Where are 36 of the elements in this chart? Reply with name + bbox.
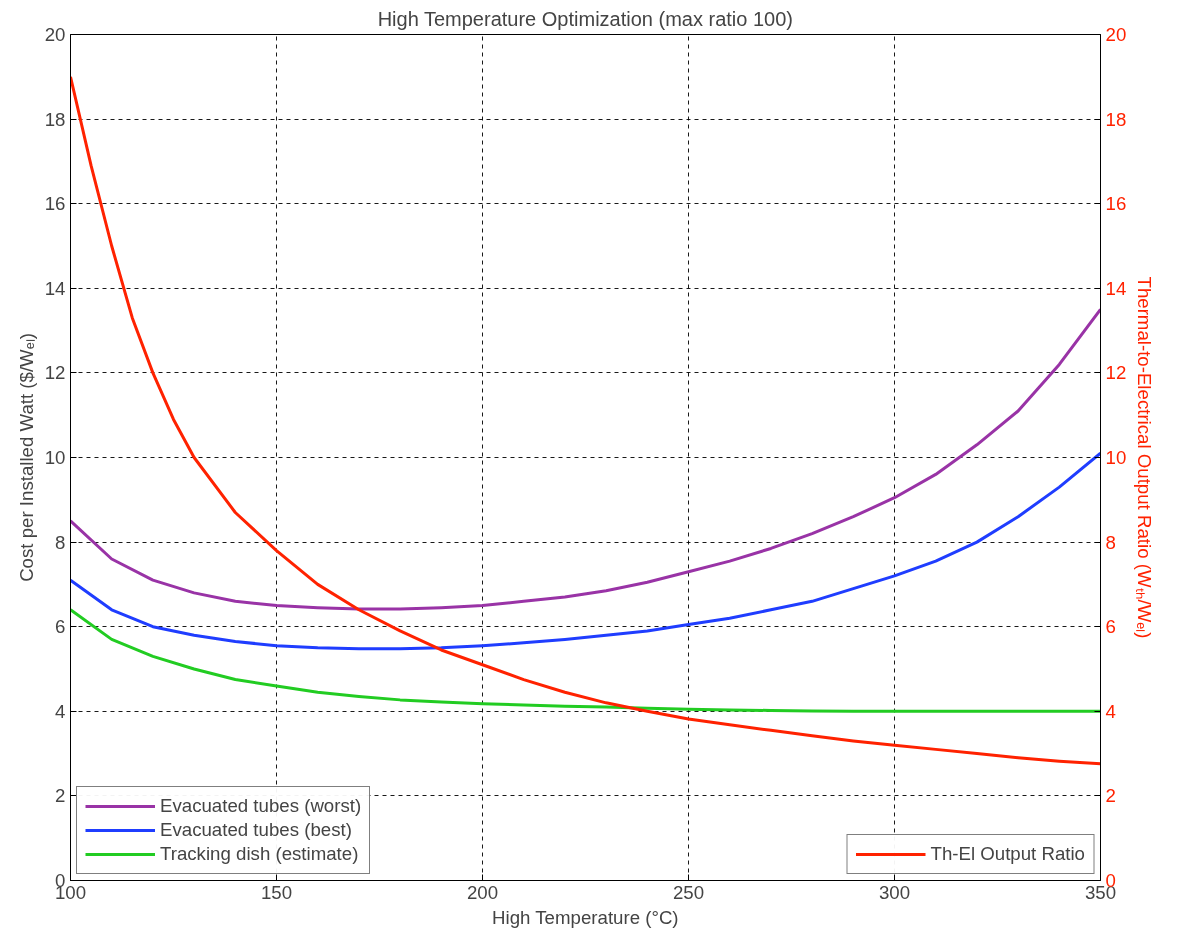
y-tick-label: 14: [44, 277, 66, 299]
line-series: [70, 75, 1101, 766]
y2-tick-label: 16: [1105, 193, 1127, 215]
legend-label: Evacuated tubes (worst): [160, 795, 362, 817]
y2-tick-label: 8: [1105, 531, 1116, 553]
y-tick-label: 12: [44, 362, 66, 384]
y-tick-label: 10: [44, 447, 66, 468]
y-tick-label: 2: [55, 785, 66, 807]
line-series: [70, 608, 1101, 713]
x-axis-title: High Temperature (°C): [492, 906, 679, 928]
line-series: [70, 307, 1101, 611]
x-tick-label: 250: [672, 881, 705, 903]
legend-label: Evacuated tubes (best): [160, 819, 352, 841]
y2-tick-label: 14: [1105, 277, 1127, 299]
line-series: [70, 451, 1101, 651]
legend-label: Tracking dish (estimate): [160, 843, 359, 865]
y-tick-label: 4: [55, 700, 66, 722]
y-tick-label: 6: [55, 616, 66, 638]
y2-tick-label: 6: [1105, 616, 1116, 638]
y2-tick-label: 2: [1105, 785, 1116, 807]
y2-tick-label: 4: [1105, 700, 1116, 722]
x-tick-label: 150: [260, 881, 293, 903]
y2-tick-label: 10: [1105, 447, 1127, 468]
x-tick-label: 200: [466, 881, 499, 903]
y-tick-label: 18: [44, 108, 66, 130]
y2-tick-label: 20: [1105, 24, 1127, 45]
y-axis-title: Cost per Installed Watt ($/Wₑₗ): [15, 333, 37, 582]
y2-axis-title: Thermal-to-Electrical Output Ratio (Wₜₕ/Wₑₗ): [1134, 276, 1156, 639]
x-tick-label: 300: [878, 881, 911, 903]
chart-title: High Temperature Optimization (max ratio 100): [377, 7, 794, 30]
y2-tick-label: 12: [1105, 362, 1127, 384]
y2-tick-label: 18: [1105, 108, 1127, 130]
legend-label: Th-El Output Ratio: [930, 843, 1085, 865]
y-tick-label: 20: [44, 24, 66, 45]
y-tick-label: 16: [44, 193, 66, 215]
y-tick-label: 8: [55, 531, 66, 553]
